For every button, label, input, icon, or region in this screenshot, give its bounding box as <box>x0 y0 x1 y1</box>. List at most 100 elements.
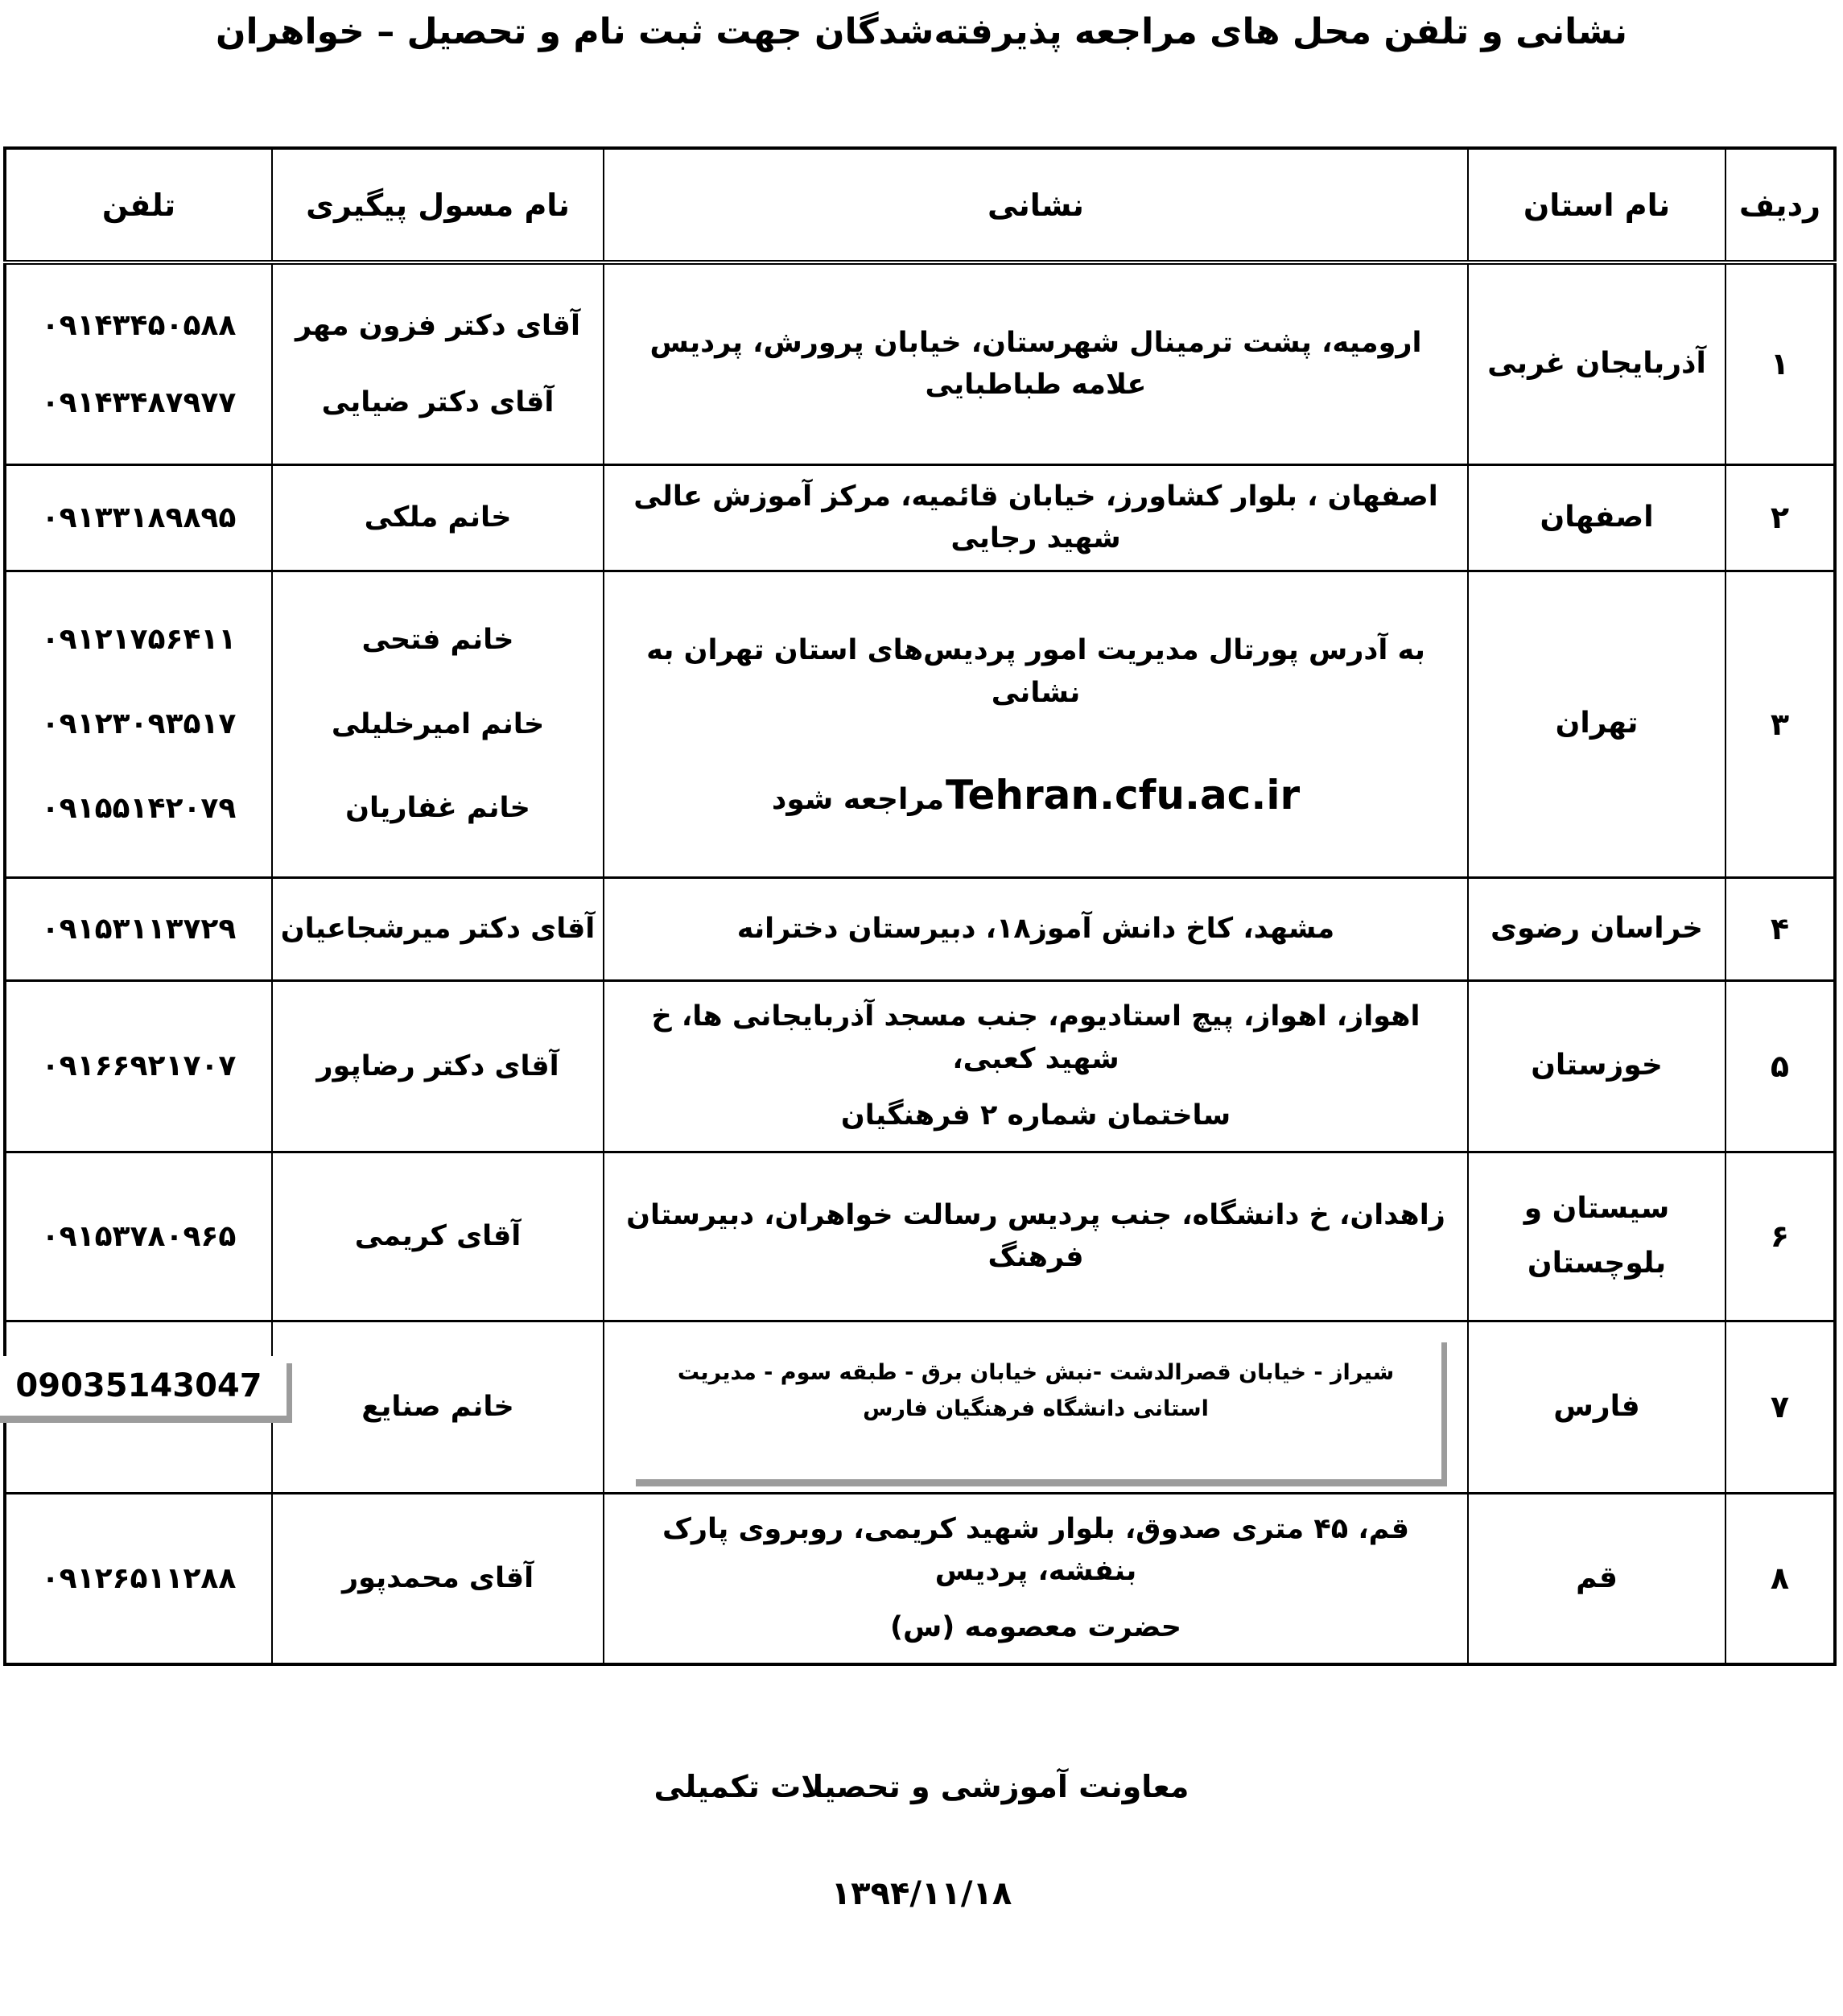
phone-number: ۰۹۱۲۶۵۱۱۲۸۸ <box>41 1561 237 1595</box>
cell-phone: ۰۹۱۶۶۹۲۱۷۰۷ <box>4 979 273 1153</box>
cell-address: اصفهان ، بلوار کشاورز، خیابان قائمیه، مر… <box>603 463 1469 572</box>
province-name: تهران <box>1555 707 1639 740</box>
table-row: ۲ اصفهان اصفهان ، بلوار کشاورز، خیابان قائ… <box>4 463 1836 572</box>
phone-number: ۰۹۱۴۳۴۸۷۹۷۷ <box>41 385 237 419</box>
address-text: اهواز، اهواز، پیچ استادیوم، جنب مسجد آذر… <box>651 1000 1420 1075</box>
cell-row-number: ۷ <box>1725 1319 1836 1494</box>
phone-box: 09035143047 <box>0 1355 287 1416</box>
header-contact: نام مسول پیگیری <box>271 146 604 265</box>
header-row-number: ردیف <box>1725 146 1836 265</box>
footer-date: ۱۳۹۴/۱۱/۱۸ <box>831 1875 1012 1912</box>
cell-address: زاهدان، خ دانشگاه، جنب پردیس رسالت خواهر… <box>603 1150 1469 1322</box>
contact-name: خانم فتحی <box>361 624 514 656</box>
cell-province: آذربایجان غربی <box>1467 261 1726 466</box>
address-text: شیراز - خیابان قصرالدشت -نبش خیابان برق … <box>677 1359 1395 1422</box>
address-text: زاهدان، خ دانشگاه، جنب پردیس رسالت خواهر… <box>626 1198 1445 1274</box>
cell-address: شیراز - خیابان قصرالدشت -نبش خیابان برق … <box>603 1319 1469 1494</box>
province-name: قم <box>1576 1561 1618 1595</box>
contact-name: آقای دکتر رضاپور <box>316 1049 559 1082</box>
header-province: نام استان <box>1467 146 1726 265</box>
phone-number: ۰۹۱۵۳۱۱۳۷۲۹ <box>41 912 237 946</box>
footer-signature: معاونت آموزشی و تحصیلات تکمیلی <box>654 1769 1189 1804</box>
address-text: حضرت معصومه (س) <box>889 1611 1182 1644</box>
cell-contact: آقای کریمی <box>271 1150 604 1322</box>
cell-row-number: ۴ <box>1725 876 1836 982</box>
cell-phone: ۰۹۱۴۳۴۵۰۵۸۸ ۰۹۱۴۳۴۸۷۹۷۷ <box>4 261 273 466</box>
row-number: ۸ <box>1770 1560 1790 1597</box>
cell-phone: ۰۹۱۵۳۷۸۰۹۶۵ <box>4 1150 273 1322</box>
address-text: اصفهان ، بلوار کشاورز، خیابان قائمیه، مر… <box>633 480 1438 555</box>
cell-address: ارومیه، پشت ترمینال شهرستان، خیابان پرور… <box>603 261 1469 466</box>
cell-row-number: ۱ <box>1725 261 1836 466</box>
contact-name: خانم ملکی <box>364 501 512 534</box>
cell-phone: ۰۹۱۵۳۱۱۳۷۲۹ <box>4 876 273 982</box>
cell-phone: ۰۹۱۲۶۵۱۱۲۸۸ <box>4 1491 273 1666</box>
province-name: اصفهان <box>1540 500 1654 534</box>
contact-name: آقای دکتر ضیایی <box>321 386 555 418</box>
province-name: خراسان رضوی <box>1490 911 1703 945</box>
contact-name: آقای دکتر میرشجاعیان <box>280 913 596 945</box>
cell-contact: خانم فتحی خانم امیرخلیلی خانم غفاریان <box>271 569 604 879</box>
row-number: ۲ <box>1770 500 1790 535</box>
cell-row-number: ۸ <box>1725 1491 1836 1666</box>
phone-number: ۰۹۱۲۱۷۵۶۴۱۱ <box>41 623 237 657</box>
table-row: ۳ تهران به آدرس پورتال مدیریت امور پردیس‌ه… <box>4 569 1836 879</box>
row-number: ۶ <box>1770 1218 1790 1254</box>
contact-table: ردیف نام استان نشانی نام مسول پیگیری تلف… <box>0 146 1837 1666</box>
cell-province: خراسان رضوی <box>1467 876 1726 982</box>
contact-name: خانم امیرخلیلی <box>331 707 545 740</box>
contact-name: آقای کریمی <box>354 1220 522 1252</box>
portal-url: Tehran.cfu.ac.ir <box>946 771 1301 818</box>
cell-province: سیستان و بلوچستان <box>1467 1150 1726 1322</box>
cell-address: اهواز، اهواز، پیچ استادیوم، جنب مسجد آذر… <box>603 979 1469 1153</box>
province-name: فارس <box>1553 1389 1640 1423</box>
cell-province: اصفهان <box>1467 463 1726 572</box>
table-row: ۸ قم قم، ۴۵ متری صدوق، بلوار شهید کریمی، ر… <box>4 1491 1836 1666</box>
table-row: ۶ سیستان و بلوچستان زاهدان، خ دانشگاه، جنب… <box>4 1150 1836 1322</box>
table-row: ۱ آذربایجان غربی ارومیه، پشت ترمینال شهرست… <box>4 261 1836 466</box>
row-number: ۵ <box>1770 1048 1790 1084</box>
cell-province: تهران <box>1467 569 1726 879</box>
cell-row-number: ۳ <box>1725 569 1836 879</box>
cell-row-number: ۲ <box>1725 463 1836 572</box>
province-name: خوزستان <box>1531 1049 1663 1082</box>
province-name: سیستان و بلوچستان <box>1523 1191 1670 1280</box>
cell-phone: ۰۹۱۲۱۷۵۶۴۱۱ ۰۹۱۲۳۰۹۳۵۱۷ ۰۹۱۵۵۱۴۲۰۷۹ <box>4 569 273 879</box>
cell-address: مشهد، کاخ دانش آموز۱۸، دبیرستان دخترانه <box>603 876 1469 982</box>
page-title: نشانی و تلفن محل های مراجعه پذیرفته‌شدگا… <box>216 11 1628 52</box>
cell-province: قم <box>1467 1491 1726 1666</box>
contact-name: آقای محمدپور <box>341 1562 534 1595</box>
row-number: ۴ <box>1770 911 1790 946</box>
address-box: شیراز - خیابان قصرالدشت -نبش خیابان برق … <box>630 1334 1441 1480</box>
cell-contact: آقای دکتر رضاپور <box>271 979 604 1153</box>
header-address: نشانی <box>603 146 1469 265</box>
cell-phone: ۰۹۱۳۳۱۸۹۸۹۵ <box>4 463 273 572</box>
portal-url-suffix: مراجعه شود <box>771 782 944 816</box>
cell-province: فارس <box>1467 1319 1726 1494</box>
contact-name: خانم صنایع <box>361 1391 514 1423</box>
cell-row-number: ۶ <box>1725 1150 1836 1322</box>
table-row: ۵ خوزستان اهواز، اهواز، پیچ استادیوم، جنب … <box>4 979 1836 1153</box>
cell-contact: آقای دکتر فزون مهر آقای دکتر ضیایی <box>271 261 604 466</box>
phone-number: 09035143047 <box>15 1367 262 1404</box>
address-text: مشهد، کاخ دانش آموز۱۸، دبیرستان دخترانه <box>736 912 1335 945</box>
phone-number: ۰۹۱۲۳۰۹۳۵۱۷ <box>41 707 237 740</box>
phone-number: ۰۹۱۴۳۴۵۰۵۸۸ <box>41 308 237 342</box>
cell-contact: خانم ملکی <box>271 463 604 572</box>
province-name: آذربایجان غربی <box>1487 347 1706 381</box>
header-phone: تلفن <box>4 146 273 265</box>
cell-phone: 09035143047 <box>0 1319 287 1494</box>
cell-contact: آقای محمدپور <box>271 1491 604 1666</box>
row-number: ۳ <box>1770 706 1790 742</box>
address-text: ارومیه، پشت ترمینال شهرستان، خیابان پرور… <box>649 326 1422 402</box>
header-row: ردیف نام استان نشانی نام مسول پیگیری تلف… <box>4 146 1836 265</box>
phone-number: ۰۹۱۶۶۹۲۱۷۰۷ <box>41 1049 237 1082</box>
phone-number: ۰۹۱۵۳۷۸۰۹۶۵ <box>41 1219 237 1253</box>
cell-province: خوزستان <box>1467 979 1726 1153</box>
address-text: به آدرس پورتال مدیریت امور پردیس‌های است… <box>646 634 1425 709</box>
address-text: قم، ۴۵ متری صدوق، بلوار شهید کریمی، روبر… <box>662 1512 1409 1588</box>
cell-address: به آدرس پورتال مدیریت امور پردیس‌های است… <box>603 569 1469 879</box>
contact-name: خانم غفاریان <box>345 792 530 824</box>
table-row: ۷ فارس شیراز - خیابان قصرالدشت -نبش خیابان… <box>0 1319 1836 1494</box>
